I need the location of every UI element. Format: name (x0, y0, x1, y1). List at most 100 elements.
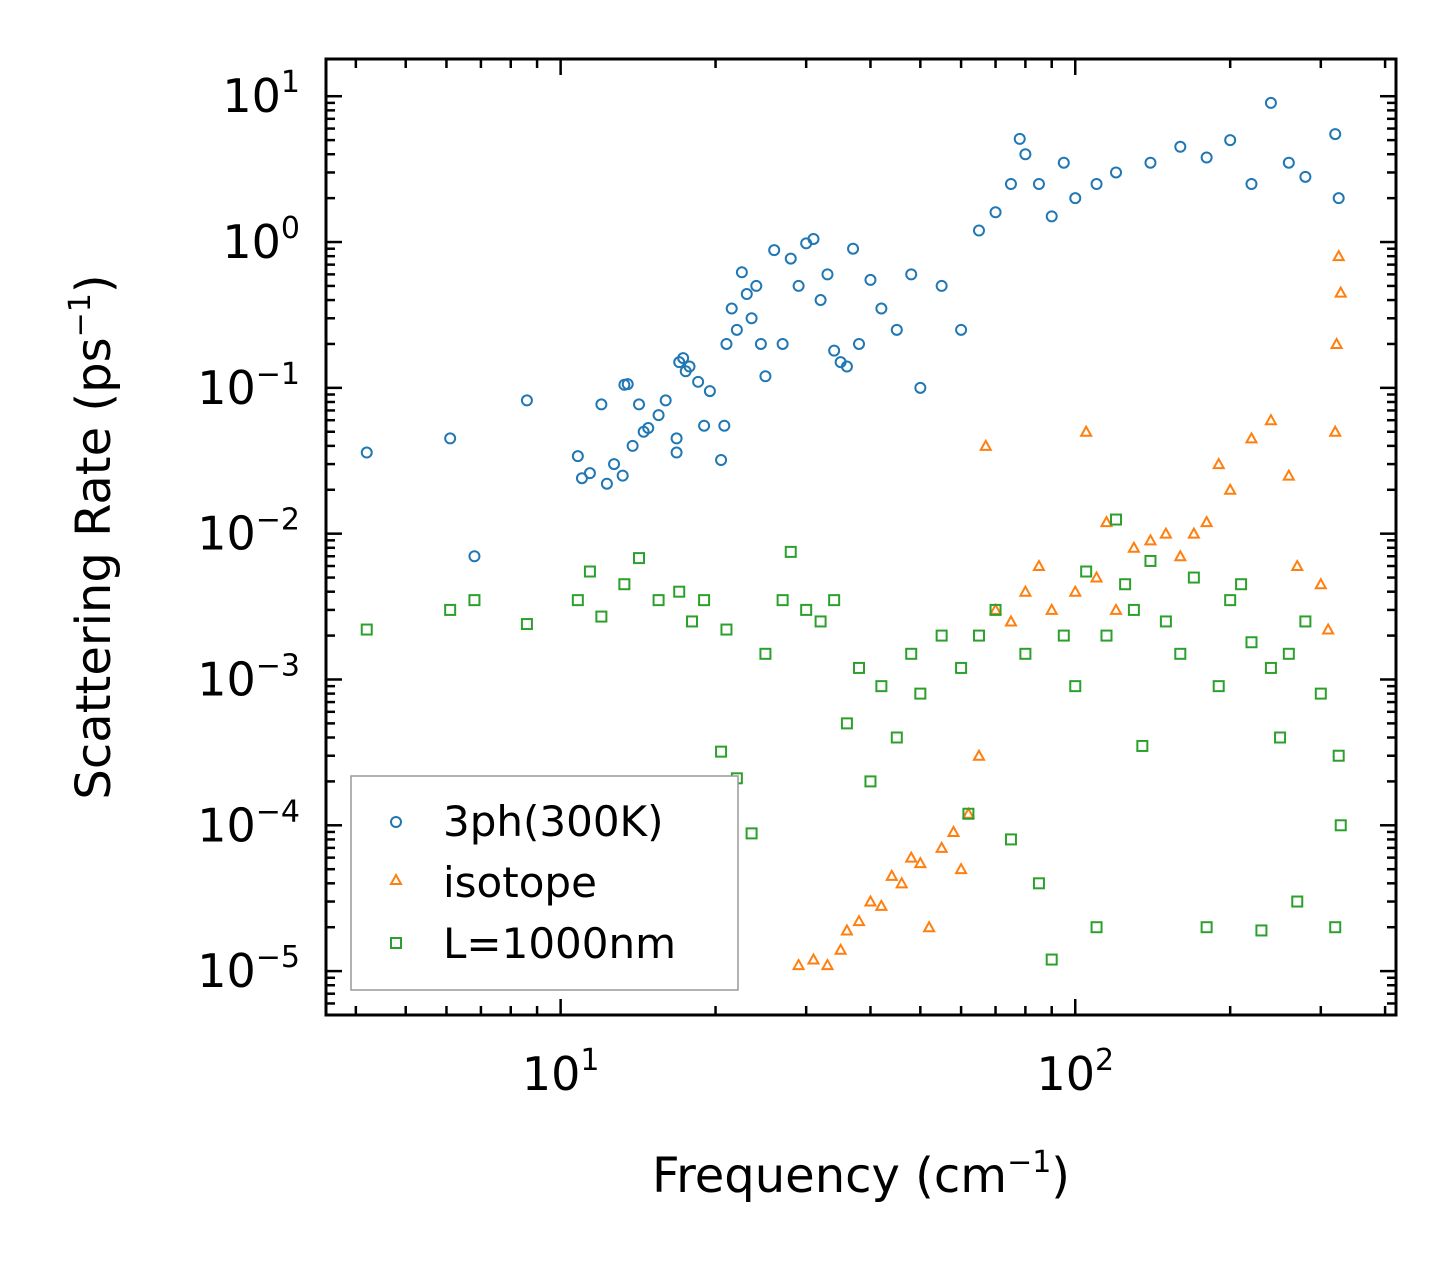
legend-marker-3ph (390, 816, 402, 828)
point-series-0-19 (670, 432, 683, 445)
point-series-0-12 (621, 378, 634, 391)
point-series-1-39 (1282, 468, 1296, 481)
point-series-1-13 (934, 840, 949, 853)
point-series-1-23 (1045, 602, 1059, 615)
point-series-2-51 (1187, 571, 1200, 584)
point-series-1-35 (1212, 457, 1226, 470)
point-series-2-34 (989, 603, 1002, 616)
point-series-0-53 (875, 302, 888, 315)
point-series-0-64 (1032, 178, 1045, 191)
point-series-1-0 (791, 958, 806, 971)
point-series-0-16 (642, 422, 655, 435)
data-points (360, 96, 1348, 971)
legend-marker-L1000 (390, 937, 402, 949)
point-series-2-6 (595, 610, 608, 623)
point-series-0-3 (520, 394, 533, 407)
tick-labels: 101 102 101 100 10−1 10−2 10−3 10−4 10−5 (197, 65, 1114, 1101)
point-series-2-23 (840, 717, 853, 730)
point-series-1-34 (1199, 515, 1214, 528)
point-series-0-58 (955, 323, 968, 336)
point-series-1-11 (913, 856, 928, 869)
point-series-0-40 (776, 337, 789, 350)
point-series-2-1 (444, 603, 457, 616)
point-series-1-46 (1334, 285, 1348, 298)
point-series-0-22 (677, 352, 690, 365)
point-series-0-45 (814, 294, 827, 307)
point-series-1-2 (820, 958, 835, 971)
point-series-0-33 (735, 266, 748, 279)
point-series-0-24 (683, 360, 696, 373)
x-tick-label-1: 102 (1036, 1043, 1114, 1101)
point-series-0-7 (595, 398, 608, 411)
point-series-0-36 (750, 279, 763, 292)
point-series-1-8 (885, 868, 899, 881)
point-series-0-30 (720, 337, 733, 350)
point-series-2-19 (784, 545, 797, 558)
point-series-0-31 (725, 302, 738, 315)
point-series-2-14 (720, 623, 733, 636)
legend-label-L1000: L=1000nm (443, 919, 676, 968)
point-series-1-14 (946, 824, 961, 837)
point-series-1-41 (1314, 577, 1328, 590)
point-series-0-1 (444, 432, 457, 445)
y-tick-label-1: 100 (222, 211, 300, 269)
point-series-2-33 (972, 629, 985, 642)
point-series-2-44 (1110, 513, 1123, 526)
y-tick-label-3: 10−2 (197, 503, 300, 561)
point-series-2-3 (520, 618, 533, 631)
point-series-0-29 (718, 419, 731, 432)
point-series-0-76 (1282, 156, 1295, 169)
point-series-0-2 (468, 550, 481, 563)
point-series-0-65 (1045, 210, 1058, 223)
point-series-0-73 (1224, 134, 1237, 147)
point-series-2-48 (1144, 554, 1157, 567)
point-series-0-27 (703, 385, 716, 398)
point-series-1-24 (1068, 584, 1082, 597)
point-series-0-68 (1090, 178, 1103, 191)
point-series-1-31 (1159, 526, 1173, 539)
point-series-2-59 (1274, 731, 1287, 744)
point-series-2-36 (1019, 647, 1032, 660)
point-series-0-42 (792, 279, 805, 292)
point-series-2-18 (776, 594, 789, 607)
y-tick-label-6: 10−5 (197, 940, 300, 998)
point-series-0-79 (1332, 192, 1345, 205)
point-series-0-20 (670, 446, 683, 459)
point-series-2-45 (1119, 578, 1132, 591)
point-series-2-29 (914, 687, 927, 700)
point-series-0-69 (1110, 166, 1123, 179)
y-tick-label-4: 10−3 (197, 648, 300, 706)
point-series-1-15 (954, 862, 968, 875)
point-series-0-6 (583, 467, 596, 480)
point-series-0-51 (853, 337, 866, 350)
legend: 3ph(300K) isotope L=1000nm (350, 775, 739, 991)
point-series-0-77 (1299, 170, 1312, 183)
point-series-1-42 (1321, 622, 1335, 635)
point-series-1-6 (863, 894, 878, 907)
point-series-1-26 (1089, 570, 1104, 583)
point-series-1-40 (1290, 558, 1304, 572)
point-series-0-13 (626, 439, 639, 452)
point-series-2-20 (800, 603, 813, 616)
point-series-0-28 (715, 454, 728, 467)
point-series-0-41 (784, 252, 797, 265)
legend-marker-isotope (389, 872, 403, 885)
x-axis-title: Frequency (cm−1) (652, 1145, 1070, 1204)
point-series-2-35 (1004, 833, 1017, 846)
point-series-2-64 (1329, 921, 1342, 934)
point-series-2-22 (828, 594, 841, 607)
point-series-1-21 (1018, 584, 1033, 597)
point-series-0-54 (890, 323, 903, 336)
y-tick-label-5: 10−4 (197, 794, 300, 852)
point-series-1-28 (1109, 602, 1123, 615)
point-series-1-30 (1143, 533, 1158, 546)
point-series-0-52 (864, 273, 877, 286)
point-series-0-0 (360, 446, 373, 459)
point-series-2-47 (1136, 739, 1149, 752)
point-series-1-37 (1244, 431, 1259, 444)
point-series-2-52 (1200, 921, 1213, 934)
point-series-1-1 (806, 952, 821, 965)
point-series-0-14 (633, 398, 646, 411)
